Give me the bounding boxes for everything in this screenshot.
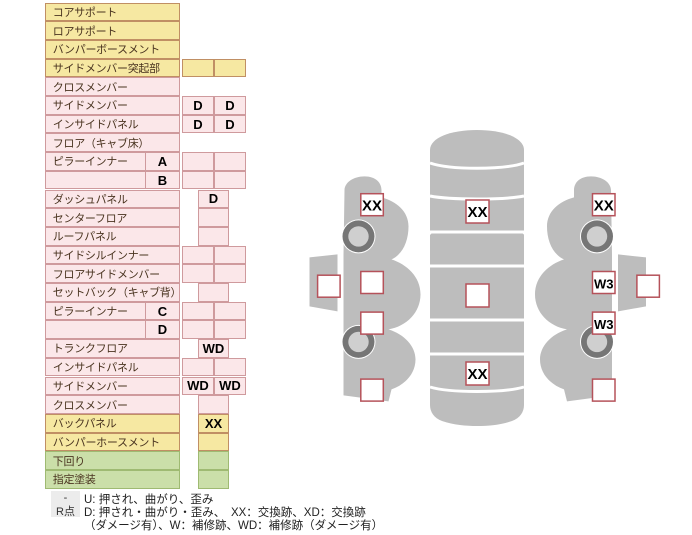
svg-text:W3: W3 <box>594 277 614 292</box>
svg-text:W3: W3 <box>594 317 614 332</box>
svg-text:XX: XX <box>467 366 487 383</box>
svg-text:XX: XX <box>467 204 487 221</box>
svg-text:XX: XX <box>362 198 382 215</box>
svg-text:XX: XX <box>594 198 614 215</box>
